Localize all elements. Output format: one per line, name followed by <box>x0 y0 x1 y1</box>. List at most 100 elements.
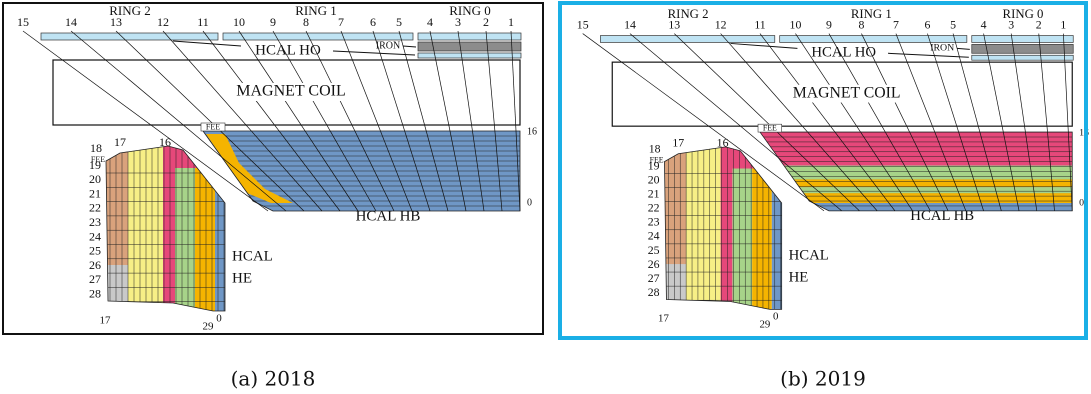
tower-label: 10 <box>790 17 802 31</box>
tower-label: 7 <box>893 17 899 31</box>
hb-label: HCAL HB <box>356 208 421 224</box>
tower-label: 14 <box>65 15 77 29</box>
hb-body <box>750 124 1085 218</box>
arrow <box>730 43 797 48</box>
he-row-label: 25 <box>89 244 101 258</box>
coil-label: MAGNET COIL <box>236 83 345 100</box>
hb-layer <box>750 166 1085 180</box>
he-top-label: 17 <box>672 136 684 150</box>
ring-label: RING 0 <box>449 3 491 18</box>
he-row-label: 27 <box>648 271 660 285</box>
he-row-label: 23 <box>648 215 660 229</box>
he-label: HCAL <box>789 248 829 264</box>
he-body <box>103 143 227 313</box>
he-row-label: 24 <box>89 229 101 243</box>
fee-label: FEE <box>206 122 220 131</box>
tower-label: 1 <box>508 15 514 29</box>
he-row-label: 26 <box>89 258 101 272</box>
he-label: HCAL <box>232 248 273 264</box>
he-bottom-label: 29 <box>760 319 771 331</box>
tower-label: 7 <box>338 15 344 29</box>
he-row-label: 21 <box>648 186 660 200</box>
he-row-label: 27 <box>89 272 101 286</box>
he-row-label: 20 <box>89 172 101 186</box>
he-row-label: 26 <box>648 257 660 271</box>
ho-label: HCAL HO <box>811 45 876 61</box>
he-row-label: 24 <box>648 229 660 243</box>
iron-label: IRON <box>376 40 400 51</box>
figure: 151413121110987654321MAGNET COILHCAL HOI… <box>0 0 1091 394</box>
caption: (b) 2019 <box>780 367 866 391</box>
he-fee-label: FEE <box>91 155 105 164</box>
iron-label: IRON <box>930 43 954 54</box>
hb-depth-label: 0 <box>527 197 532 208</box>
he-bottom-label: 17 <box>658 313 669 325</box>
he-top-label: 16 <box>159 135 171 149</box>
he-row-label: 28 <box>648 285 660 299</box>
ring-bar <box>600 36 774 43</box>
he-column <box>175 143 205 168</box>
tower-label: 10 <box>233 15 245 29</box>
he-bottom-label: 29 <box>203 321 215 333</box>
he-top-label: 18 <box>90 141 102 155</box>
tower-label: 15 <box>17 15 29 29</box>
he-label: HE <box>789 269 809 285</box>
he-bottom-label: 0 <box>216 313 222 325</box>
caption: (a) 2018 <box>231 367 316 391</box>
tower-label: 15 <box>577 17 589 31</box>
he-column <box>662 264 687 303</box>
arrow <box>957 48 970 49</box>
tower-label: 4 <box>427 15 433 29</box>
he-row-label: 22 <box>648 201 660 215</box>
he-row-label: 23 <box>89 215 101 229</box>
tower-label: 12 <box>715 17 727 31</box>
he-top-label: 17 <box>114 135 126 149</box>
he-body <box>662 144 784 311</box>
he-row-label: 28 <box>89 286 101 300</box>
ring-bar <box>972 36 1073 43</box>
ring-bar <box>418 33 521 40</box>
he-column <box>103 265 128 305</box>
he-row-label: 22 <box>89 201 101 215</box>
he-top-label: 16 <box>717 136 729 150</box>
tower-label: 4 <box>981 17 987 31</box>
he-row-label: 21 <box>89 186 101 200</box>
he-row-label: 25 <box>648 243 660 257</box>
fee-label: FEE <box>763 123 777 132</box>
panel: 151413121110987654321MAGNET COILHCAL HOI… <box>17 3 537 333</box>
ring-label: RING 1 <box>851 7 892 21</box>
coil-label: MAGNET COIL <box>793 84 901 101</box>
tower-label: 11 <box>197 15 209 29</box>
tower-label: 9 <box>270 15 276 29</box>
tower-label: 9 <box>826 17 832 31</box>
he-fee-label: FEE <box>650 155 664 164</box>
ring-bar <box>780 36 967 43</box>
ring-bar <box>223 33 413 40</box>
tower-label: 11 <box>754 17 765 31</box>
ring-label: RING 0 <box>1003 7 1044 21</box>
hb-depth-label: 0 <box>1079 197 1084 208</box>
tower-label: 5 <box>396 15 402 29</box>
ring-label: RING 2 <box>109 3 151 18</box>
ho-label: HCAL HO <box>255 42 321 58</box>
arrow <box>403 46 416 47</box>
he-bottom-label: 0 <box>773 311 778 323</box>
tower-label: 14 <box>624 17 636 31</box>
ring-label: RING 1 <box>295 3 337 18</box>
arrow <box>173 41 241 46</box>
he-bottom-label: 17 <box>100 315 112 327</box>
arrow <box>333 51 415 55</box>
he-column <box>732 144 762 169</box>
tower-label: 5 <box>950 17 956 31</box>
ring-bar <box>41 33 218 40</box>
tower-label: 6 <box>924 17 930 31</box>
arrow <box>888 53 969 57</box>
he-label: HE <box>232 270 252 286</box>
tower-label: 6 <box>370 15 376 29</box>
panel: 151413121110987654321MAGNET COILHCAL HOI… <box>577 7 1089 331</box>
ring-label: RING 2 <box>668 7 709 21</box>
hb-depth-label: 16 <box>527 126 537 137</box>
ring-bar <box>418 53 521 58</box>
hb-label: HCAL HB <box>910 208 974 224</box>
he-row-label: 20 <box>648 172 660 186</box>
